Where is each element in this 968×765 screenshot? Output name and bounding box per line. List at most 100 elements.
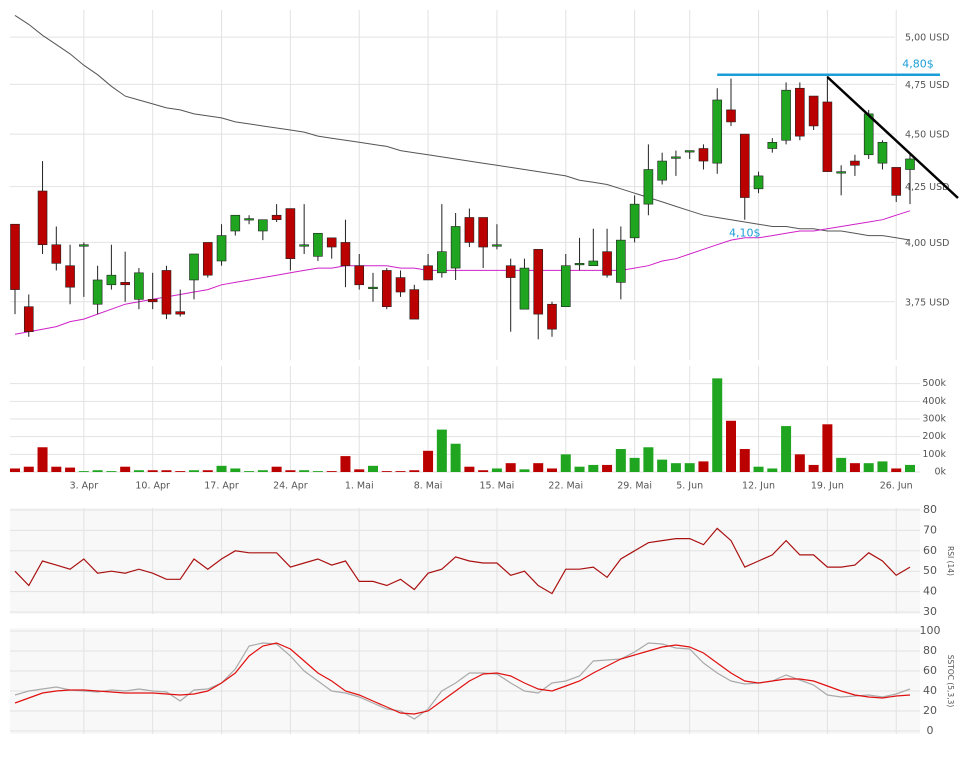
candle-body [92, 279, 103, 305]
volume-bar [381, 471, 392, 472]
y-tick-label: 60 [923, 664, 937, 677]
volume-bar [464, 466, 475, 472]
candle-body [51, 244, 62, 264]
x-tick-label: 5. Jun [676, 481, 703, 492]
volume-bar [133, 470, 144, 472]
volume-bar [230, 468, 241, 472]
candle-body [795, 87, 805, 137]
volume-bar [51, 466, 62, 472]
volume-bar [905, 464, 915, 472]
candle-body [726, 109, 736, 123]
volume-bar [340, 456, 351, 472]
volume-bar [629, 457, 640, 472]
candle-body [299, 244, 309, 247]
candle-body [560, 265, 571, 308]
candle-body [409, 289, 420, 320]
candle-body [464, 217, 475, 243]
candle-body [134, 272, 144, 300]
volume-bar [161, 470, 172, 472]
candle-body [850, 160, 860, 166]
volume-bar [202, 470, 213, 472]
x-tick-label: 15. Mai [480, 481, 515, 492]
volume-bar [670, 463, 681, 472]
candle-body [547, 303, 557, 330]
indicator-label: SSTOC (5,3,3) [946, 655, 955, 708]
annotation-label: 4,10$ [729, 227, 761, 240]
volume-bar [781, 426, 792, 472]
candle-body [822, 101, 833, 172]
volume-bar [354, 469, 365, 472]
indicator-label: RSI (14) [946, 546, 955, 576]
volume-bar [65, 467, 76, 472]
panel-background [10, 508, 920, 614]
y-tick-label: 40 [923, 684, 937, 697]
y-tick-label: 40 [923, 585, 937, 598]
y-tick-label: 4,00 USD [905, 238, 949, 249]
volume-bar [849, 463, 860, 472]
candle-body [891, 167, 902, 196]
volume-bar [299, 470, 310, 472]
y-tick-label: 500k [922, 378, 946, 389]
volume-bar [491, 468, 502, 472]
volume-bar [533, 463, 544, 472]
candle-body [230, 214, 241, 232]
candle-body [671, 156, 681, 159]
y-tick-label: 4,75 USD [905, 80, 949, 91]
y-tick-label: 20 [923, 704, 937, 717]
volume-bar [189, 470, 199, 472]
candle-body [629, 203, 640, 239]
volume-bar [767, 468, 778, 472]
line-series [14, 642, 911, 715]
y-tick-label: 4,25 USD [905, 182, 949, 193]
x-tick-label: 19. Jun [811, 481, 844, 492]
volume-bar [92, 470, 103, 472]
candle-body [354, 265, 365, 286]
candle-body [381, 270, 392, 308]
candle-body [79, 244, 89, 247]
y-tick-label: 400k [922, 396, 946, 407]
volume-bar [37, 447, 48, 472]
candle-body [877, 142, 888, 164]
candle-body [712, 99, 723, 164]
volume-bar [615, 449, 626, 472]
volume-bar [863, 463, 874, 472]
volume-bar [519, 469, 530, 472]
volume-bar [698, 461, 709, 472]
candle-body [643, 169, 654, 205]
y-tick-label: 80 [923, 644, 937, 657]
candle-body [905, 158, 915, 170]
candle-body [326, 237, 337, 248]
volume-bar [684, 463, 695, 472]
volume-bar [574, 466, 585, 472]
x-tick-label: 29. Mai [617, 481, 652, 492]
candle-body [37, 190, 48, 246]
x-tick-label: 22. Mai [548, 481, 583, 492]
candle-body [65, 265, 75, 288]
volume-bar [836, 457, 847, 472]
volume-bar [271, 466, 282, 472]
volume-bar [794, 454, 805, 472]
volume-bar [602, 464, 613, 472]
candle-body [368, 286, 378, 289]
candle-body [147, 299, 158, 303]
x-tick-label: 1. Mai [345, 481, 374, 492]
x-tick-label: 12. Jun [742, 481, 775, 492]
x-tick-label: 10. Apr [135, 481, 170, 492]
x-tick-label: 17. Apr [204, 481, 239, 492]
candle-body [478, 217, 488, 248]
y-tick-label: 80 [923, 503, 937, 516]
volume-bar [147, 470, 158, 472]
candle-body [175, 311, 186, 315]
candle-body [106, 274, 117, 286]
candle-body [519, 267, 530, 310]
volume-bar [739, 449, 750, 472]
candle-body [202, 242, 213, 276]
y-tick-label: 200k [922, 431, 946, 442]
candle-body [161, 270, 172, 315]
candle-body [533, 249, 544, 315]
annotation-label: 4,80$ [902, 58, 934, 71]
x-tick-label: 24. Apr [273, 481, 308, 492]
volume-bar [712, 378, 723, 472]
volume-bar [657, 459, 668, 472]
y-tick-label: 30 [923, 605, 937, 618]
